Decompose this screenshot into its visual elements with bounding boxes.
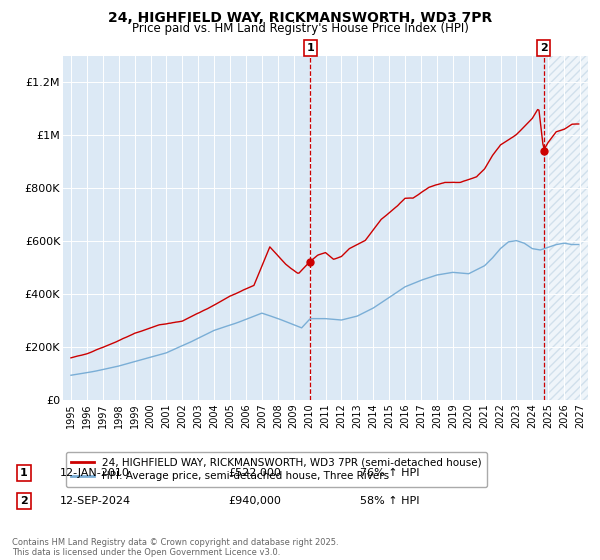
Text: 2: 2	[540, 43, 547, 53]
Text: Price paid vs. HM Land Registry's House Price Index (HPI): Price paid vs. HM Land Registry's House …	[131, 22, 469, 35]
Text: 1: 1	[20, 468, 28, 478]
Text: 2: 2	[20, 496, 28, 506]
Text: Contains HM Land Registry data © Crown copyright and database right 2025.
This d: Contains HM Land Registry data © Crown c…	[12, 538, 338, 557]
Text: 76% ↑ HPI: 76% ↑ HPI	[360, 468, 419, 478]
Bar	[548, 56, 588, 400]
Text: 12-JAN-2010: 12-JAN-2010	[60, 468, 130, 478]
Text: £940,000: £940,000	[228, 496, 281, 506]
Text: 1: 1	[307, 43, 314, 53]
Legend: 24, HIGHFIELD WAY, RICKMANSWORTH, WD3 7PR (semi-detached house), HPI: Average pr: 24, HIGHFIELD WAY, RICKMANSWORTH, WD3 7P…	[65, 452, 487, 487]
Text: 24, HIGHFIELD WAY, RICKMANSWORTH, WD3 7PR: 24, HIGHFIELD WAY, RICKMANSWORTH, WD3 7P…	[108, 11, 492, 25]
Text: 12-SEP-2024: 12-SEP-2024	[60, 496, 131, 506]
Text: 58% ↑ HPI: 58% ↑ HPI	[360, 496, 419, 506]
Text: £522,000: £522,000	[228, 468, 281, 478]
